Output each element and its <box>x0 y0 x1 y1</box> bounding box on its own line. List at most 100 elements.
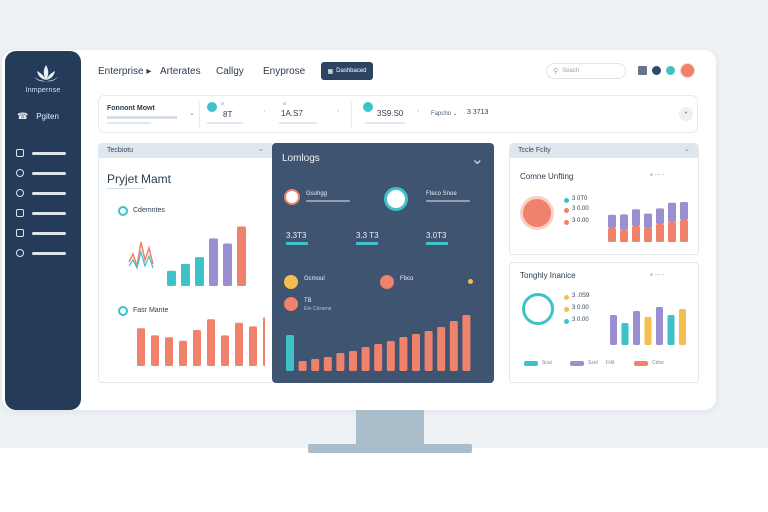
avatar[interactable] <box>680 63 695 78</box>
chevron-down-icon: ⌄ <box>189 110 195 117</box>
dot-icon <box>564 307 569 312</box>
settings-icon[interactable]: • <box>679 107 693 121</box>
chevron-down-icon[interactable]: ⌄ <box>684 146 690 153</box>
chevron-down-icon[interactable]: ⌄ <box>258 146 264 153</box>
top-navbar: Enterprise ▸ Arterates Callgy Enyprose ▦… <box>98 62 698 82</box>
dot-icon <box>564 198 569 203</box>
right-top-card-header: Tccle Fclty ⌄ <box>510 144 698 158</box>
bar <box>298 361 307 371</box>
right-top-card: Tccle Fclty ⌄ Comne Unfting ● ── › 3 0T0… <box>509 143 699 255</box>
globe-icon[interactable] <box>652 66 661 75</box>
stat-4[interactable]: 3S9.S0 › <box>361 96 425 132</box>
bar <box>679 309 686 345</box>
bar <box>437 327 446 371</box>
user-icon[interactable] <box>638 66 647 75</box>
stat-3[interactable]: a 1A.S7 › <box>279 96 349 132</box>
dark-a-bar <box>306 200 350 202</box>
sidebar-item-4[interactable] <box>16 209 66 217</box>
stat-1-bar <box>107 116 177 119</box>
chevron-right-icon: › <box>263 108 266 115</box>
sidebar-item-5[interactable] <box>16 229 66 237</box>
divider <box>199 102 200 128</box>
sidebar-item-6[interactable] <box>16 249 66 257</box>
bar <box>374 344 383 371</box>
stat-2[interactable]: a 8T › <box>207 96 267 132</box>
chart-2-label: Fasr Mante <box>133 307 169 314</box>
chevron-down-icon[interactable]: ⌄ <box>470 151 484 168</box>
bar <box>386 341 395 371</box>
help-icon <box>16 249 24 257</box>
bar <box>167 270 176 286</box>
bar <box>424 331 433 371</box>
folder-icon <box>16 229 24 237</box>
nav-arterates[interactable]: Arterates <box>160 66 201 77</box>
stat-3-bar <box>279 122 317 124</box>
legend-label: Scai <box>542 360 552 366</box>
sidebar-item-1[interactable] <box>16 149 66 157</box>
sidebar-profile[interactable]: ☎ Pgiten <box>17 111 59 122</box>
stat-5-label: Fapcho ⌄ <box>431 111 458 117</box>
stat-5[interactable]: Fapcho ⌄ 3 3713 <box>429 96 509 132</box>
stat-1-label: Fonnont Mowt <box>107 105 155 112</box>
stats-row: Fonnont Mowt ⌄ a 8T › a 1A.S7 › 3S9.S0 ›… <box>98 95 698 133</box>
stat-3-value: 1A.S7 <box>281 109 303 118</box>
nav-enyprose[interactable]: Enyprose <box>263 66 306 77</box>
legend: Scai Ssol Fdit Cdoe <box>524 359 694 369</box>
bar <box>323 357 332 371</box>
chart-legend-icon <box>118 306 128 316</box>
stat-1[interactable]: Fonnont Mowt ⌄ <box>107 96 199 132</box>
bar <box>235 322 243 366</box>
bar-segment <box>632 209 640 226</box>
right-bottom-v2: 3 0.00 <box>572 305 589 311</box>
bar-segment <box>656 208 664 224</box>
dark-card-title: Lomlogs <box>282 153 320 164</box>
project-card-header-label: Tecbiotu <box>107 147 134 154</box>
nav-enterprise[interactable]: Enterprise ▸ <box>98 66 152 77</box>
avatar <box>522 293 554 325</box>
right-top-v3: 3 0.00 <box>572 218 589 224</box>
filter-button[interactable]: ● ── › <box>650 172 665 178</box>
legend-label: Ssol <box>588 360 598 366</box>
dot-icon <box>468 279 473 284</box>
dashboard-button[interactable]: ▦ Dashbaced <box>321 62 373 80</box>
legend-swatch <box>634 361 648 366</box>
project-card-title: Pryjet Mamt <box>107 172 172 186</box>
chevron-right-icon: › <box>417 108 420 115</box>
shield-icon <box>16 209 24 217</box>
sidebar-item-2[interactable] <box>16 169 66 177</box>
monitor-stand-neck <box>356 410 424 446</box>
chart-1-label: Cdemntes <box>133 207 165 214</box>
right-bottom-title: Tonghly Inanice <box>520 271 576 280</box>
monitor-stand-base <box>308 444 472 453</box>
dot-icon <box>564 220 569 225</box>
nav-callgy[interactable]: Callgy <box>216 66 244 77</box>
right-bottom-v3: 3 0.00 <box>572 317 589 323</box>
status-icon <box>284 297 298 311</box>
chart-left-bottom <box>137 317 265 366</box>
bar <box>193 330 201 366</box>
bar <box>286 335 294 371</box>
sidebar: Inmpernse ☎ Pgiten <box>5 51 81 410</box>
bar <box>633 311 640 345</box>
stat-4-icon <box>363 102 373 112</box>
stat-5-value: 3 3713 <box>467 109 489 116</box>
dark-e-label: TB <box>304 298 312 304</box>
notification-icon[interactable] <box>666 66 675 75</box>
stat-2-value: 8T <box>223 110 233 119</box>
legend-swatch <box>570 361 584 366</box>
stat-1-subbar <box>107 122 151 124</box>
dark-metric-2-bar <box>356 242 378 245</box>
divider <box>107 188 145 189</box>
status-icon <box>380 275 394 289</box>
grid-icon: ▦ <box>327 68 334 75</box>
filter-button[interactable]: ● ── › <box>650 272 665 278</box>
bar-segment <box>620 230 628 242</box>
right-top-header-label: Tccle Fclty <box>518 147 551 154</box>
search-input[interactable]: ⚲ Seach <box>546 63 626 79</box>
bar <box>449 321 458 371</box>
bar-segment <box>620 214 628 230</box>
stat-2-label: a <box>221 101 224 107</box>
sidebar-item-3[interactable] <box>16 189 66 197</box>
search-placeholder: Seach <box>562 68 580 74</box>
bar <box>349 351 357 371</box>
